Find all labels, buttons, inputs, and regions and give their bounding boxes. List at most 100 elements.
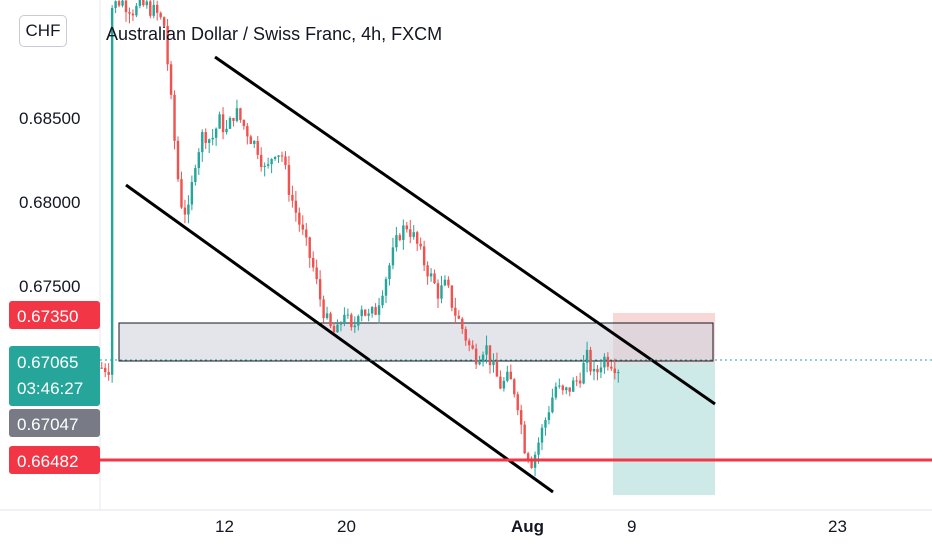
candle-body (377, 305, 381, 315)
symbol-badge-label: CHF (25, 21, 61, 40)
candle-body (540, 427, 544, 443)
candle-body (357, 316, 360, 326)
candle-body (149, 1, 152, 16)
candle-body (506, 371, 509, 381)
candle-body (155, 4, 159, 13)
x-tick-aug: Aug (511, 517, 544, 536)
support-price-label: 0.66482 (17, 452, 78, 471)
candle-body (114, 1, 117, 8)
candle-body (426, 265, 429, 277)
candle-body (395, 235, 398, 248)
candle-body (454, 307, 457, 316)
candle-body (201, 132, 204, 153)
candle-body (467, 340, 471, 346)
y-tick-67500: 0.67500 (19, 277, 80, 296)
candle-body (332, 326, 336, 333)
candle-body (315, 267, 318, 280)
candle-body (381, 295, 384, 306)
candle-body (280, 155, 284, 157)
candle-body (388, 265, 391, 280)
candle-body (225, 128, 228, 133)
candle-body (464, 329, 467, 341)
candle-body (107, 372, 110, 375)
candle-body (613, 368, 617, 374)
candle-body (221, 114, 225, 133)
candle-body (513, 379, 516, 395)
x-axis: 12 20 Aug 9 23 (215, 517, 847, 536)
candle-body (305, 229, 308, 238)
candle-body (585, 349, 589, 363)
candle-body (284, 156, 287, 166)
candle-body (592, 368, 596, 372)
channel-upper-line (214, 55, 716, 406)
candle-body (384, 279, 388, 296)
other-price-label: 0.67047 (17, 415, 78, 434)
candle-body (519, 410, 523, 425)
candle-body (256, 140, 259, 155)
candle-body (596, 368, 599, 373)
candle-body (218, 114, 221, 129)
candle-body (100, 367, 103, 369)
candle-body (409, 229, 412, 237)
candle-body (180, 179, 183, 208)
candle-body (311, 257, 315, 268)
stop-price-label: 0.67350 (17, 307, 78, 326)
candle-body (117, 1, 121, 6)
candle-body (152, 4, 155, 16)
candle-body (499, 376, 502, 389)
candle-body (277, 155, 280, 157)
candle-body (211, 137, 214, 140)
candle-body (610, 366, 613, 369)
candle-body (599, 367, 603, 373)
candle-body (568, 387, 571, 392)
candle-body (232, 117, 235, 121)
candle-body (422, 246, 426, 266)
candle-body (239, 108, 242, 120)
candle-body (325, 313, 329, 319)
candle-body (142, 0, 145, 6)
candle-body (402, 225, 405, 241)
y-tick-68500: 0.68500 (19, 109, 80, 128)
candle-body (457, 315, 461, 319)
resistance-zone-box (118, 322, 714, 362)
candle-body (263, 165, 266, 167)
candle-body (207, 139, 211, 143)
chart-title: Australian Dollar / Swiss Franc, 4h, FXC… (106, 24, 442, 44)
candle-body (575, 380, 578, 382)
candle-body (287, 165, 291, 195)
candle-body (291, 194, 294, 201)
candle-body (301, 224, 305, 230)
candle-body (110, 7, 114, 375)
candle-body (516, 394, 519, 411)
candle-body (273, 156, 277, 159)
candle-body (266, 164, 270, 166)
candle-body (478, 362, 481, 365)
candle-body (363, 309, 367, 316)
candle-body (481, 354, 485, 363)
candle-body (526, 453, 530, 460)
candle-body (495, 361, 499, 377)
candle-body (461, 318, 464, 330)
candle-body (138, 0, 142, 6)
x-tick-23: 23 (828, 517, 847, 536)
candle-body (121, 0, 124, 6)
symbol-badge[interactable]: CHF (19, 15, 67, 47)
candle-body (551, 397, 554, 413)
candle-body (436, 283, 440, 299)
candle-body (246, 126, 249, 137)
channel-lower-line (125, 183, 554, 494)
candle-body (339, 323, 343, 325)
candle-body (492, 361, 495, 366)
candle-body (194, 168, 197, 183)
candle-body (450, 285, 454, 308)
candle-body (370, 307, 374, 314)
x-tick-9: 9 (627, 517, 636, 536)
candle-body (547, 412, 551, 420)
candle-body (405, 225, 409, 230)
candle-body (419, 243, 422, 247)
candle-body (343, 314, 346, 324)
candle-body (367, 313, 370, 316)
candle-body (308, 237, 311, 258)
candle-body (485, 345, 488, 355)
